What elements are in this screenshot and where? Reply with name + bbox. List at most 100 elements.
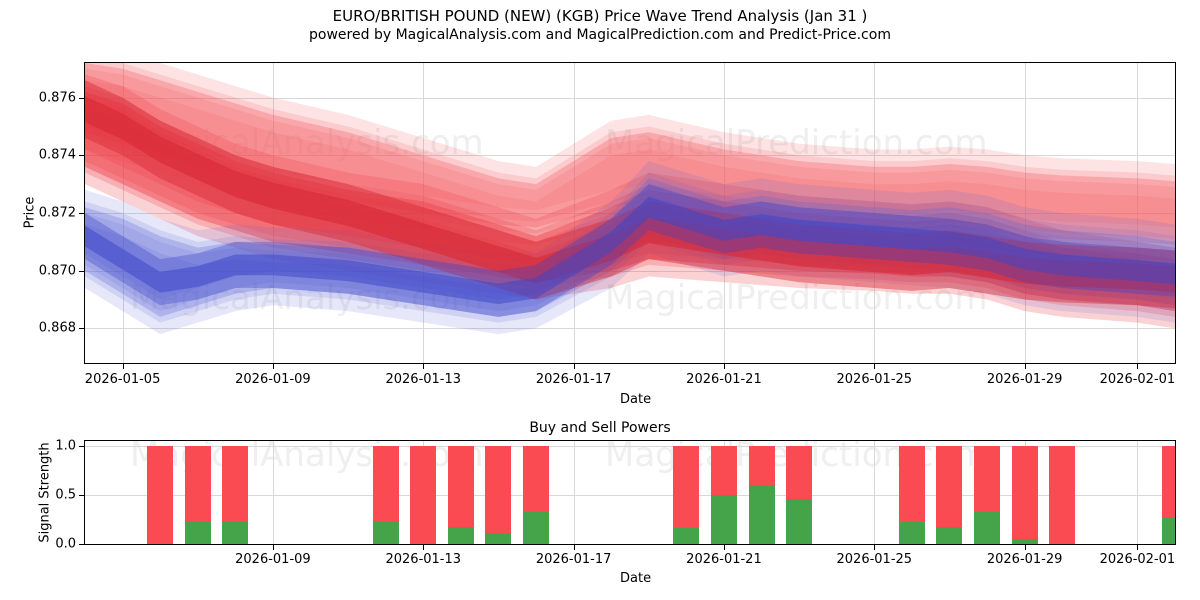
buy-power-segment bbox=[485, 533, 512, 544]
buy-power-segment bbox=[372, 522, 399, 544]
sell-power-segment bbox=[898, 445, 925, 523]
x-axis-tick-label: 2026-01-17 bbox=[535, 372, 612, 387]
signal-bar[interactable] bbox=[372, 445, 399, 544]
gridline-horizontal bbox=[85, 494, 1175, 496]
watermark-text: MagicalPrediction.com bbox=[605, 123, 988, 163]
signal-bar[interactable] bbox=[673, 445, 700, 544]
x-axis-tick-mark bbox=[122, 364, 124, 369]
signal-bar[interactable] bbox=[748, 445, 775, 544]
gridline-horizontal bbox=[85, 270, 1175, 272]
gridline-horizontal bbox=[85, 445, 1175, 447]
signal-bar[interactable] bbox=[147, 445, 174, 544]
x-axis-tick-label: 2026-01-29 bbox=[986, 552, 1063, 567]
gridline-vertical bbox=[723, 63, 725, 363]
signal-bar[interactable] bbox=[1049, 445, 1076, 544]
x-axis-tick-mark bbox=[423, 364, 425, 369]
y-axis-tick-mark bbox=[79, 494, 84, 496]
signal-bar[interactable] bbox=[523, 445, 550, 544]
signal-bar[interactable] bbox=[974, 445, 1001, 544]
x-axis-tick-label: 2026-01-17 bbox=[535, 552, 612, 567]
y-axis-tick-mark bbox=[79, 270, 84, 272]
signal-bar[interactable] bbox=[898, 445, 925, 544]
x-axis-tick-mark bbox=[573, 545, 575, 550]
gridline-vertical bbox=[573, 441, 575, 544]
y-axis-tick-mark bbox=[79, 328, 84, 330]
x-axis-tick-label: 2026-01-29 bbox=[986, 372, 1063, 387]
sell-power-segment bbox=[936, 445, 963, 528]
signal-panel-title: Buy and Sell Powers bbox=[529, 420, 671, 436]
x-axis-tick-mark bbox=[874, 545, 876, 550]
buy-power-segment bbox=[184, 522, 211, 544]
x-axis-tick-mark bbox=[1137, 364, 1139, 369]
signal-bar[interactable] bbox=[222, 445, 249, 544]
x-axis-tick-label: 2026-01-25 bbox=[836, 372, 913, 387]
sell-power-segment bbox=[710, 445, 737, 495]
y-axis-tick-mark bbox=[79, 544, 84, 545]
y-axis-tick-label: 0.870 bbox=[38, 263, 76, 279]
x-axis-tick-label: 2026-01-09 bbox=[235, 552, 311, 567]
sell-power-segment bbox=[1011, 445, 1038, 540]
signal-bar[interactable] bbox=[447, 445, 474, 544]
x-axis-tick-label: 2026-01-13 bbox=[385, 372, 462, 387]
signal-bar[interactable] bbox=[786, 445, 813, 544]
wave-core-area bbox=[85, 196, 1175, 305]
x-axis-title: Date bbox=[620, 571, 652, 586]
sell-power-segment bbox=[372, 445, 399, 523]
gridline-vertical bbox=[874, 441, 876, 544]
signal-bar[interactable] bbox=[1162, 445, 1175, 544]
signal-bar[interactable] bbox=[410, 445, 437, 544]
sell-power-segment bbox=[485, 445, 512, 534]
y-axis-tick-label: 0.5 bbox=[55, 487, 76, 503]
signal-bar[interactable] bbox=[485, 445, 512, 544]
buy-power-segment bbox=[1162, 517, 1175, 544]
x-axis-tick-mark bbox=[272, 364, 274, 369]
signal-bar[interactable] bbox=[710, 445, 737, 544]
gridline-vertical bbox=[573, 63, 575, 363]
wave-band-area bbox=[85, 63, 1175, 228]
x-axis-tick-mark bbox=[272, 545, 274, 550]
gridline-horizontal bbox=[85, 213, 1175, 214]
y-axis-tick-mark bbox=[79, 445, 84, 447]
wave-band-area bbox=[85, 63, 1175, 239]
sell-power-segment bbox=[786, 445, 813, 499]
sell-power-segment bbox=[748, 445, 775, 486]
buy-power-segment bbox=[786, 498, 813, 544]
x-axis-tick-mark bbox=[874, 364, 876, 369]
sell-power-segment bbox=[184, 445, 211, 523]
wave-band-area bbox=[85, 63, 1175, 245]
y-axis-tick-label: 0.874 bbox=[38, 147, 76, 163]
figure-title-line1: EURO/BRITISH POUND (NEW) (KGB) Price Wav… bbox=[332, 7, 868, 25]
signal-bar[interactable] bbox=[936, 445, 963, 544]
sell-power-segment bbox=[447, 445, 474, 528]
buy-power-segment bbox=[222, 522, 249, 544]
x-axis-tick-mark bbox=[1024, 545, 1026, 550]
watermark-text: MagicalPrediction.com bbox=[605, 278, 988, 318]
sell-power-segment bbox=[673, 445, 700, 529]
gridline-horizontal bbox=[85, 544, 1175, 545]
y-axis-tick-label: 0.0 bbox=[55, 536, 76, 552]
gridline-horizontal bbox=[85, 155, 1175, 157]
sell-power-segment bbox=[222, 445, 249, 523]
x-axis-tick-label: 2026-01-09 bbox=[235, 372, 311, 387]
signal-bar[interactable] bbox=[1011, 445, 1038, 544]
signal-bar[interactable] bbox=[184, 445, 211, 544]
buy-power-segment bbox=[1011, 539, 1038, 544]
figure-title: EURO/BRITISH POUND (NEW) (KGB) Price Wav… bbox=[0, 6, 1200, 45]
x-axis-tick-mark bbox=[1137, 545, 1139, 550]
y-axis-tick-label: 1.0 bbox=[55, 438, 76, 454]
figure-title-line2: powered by MagicalAnalysis.com and Magic… bbox=[309, 27, 891, 43]
x-axis-tick-label: 2026-01-21 bbox=[686, 372, 762, 387]
x-axis-tick-mark bbox=[723, 364, 725, 369]
sell-power-segment bbox=[147, 445, 174, 544]
gridline-vertical bbox=[122, 63, 124, 363]
x-axis-tick-label: 2026-02-01 bbox=[1099, 552, 1176, 567]
y-axis-title: Price bbox=[22, 196, 38, 229]
sell-power-segment bbox=[1162, 445, 1175, 518]
x-axis-title: Date bbox=[620, 392, 652, 407]
gridline-vertical bbox=[874, 63, 876, 363]
x-axis-tick-label: 2026-01-05 bbox=[84, 372, 161, 387]
y-axis-tick-mark bbox=[79, 97, 84, 99]
x-axis-tick-mark bbox=[423, 545, 425, 550]
